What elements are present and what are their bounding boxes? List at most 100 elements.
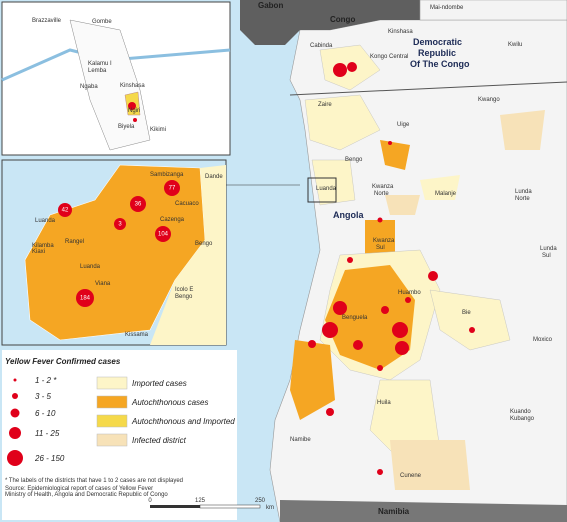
place-label: Angola bbox=[333, 210, 364, 220]
inset-label: Kinshasa bbox=[120, 83, 145, 89]
source: Ministry of Health, Angola and Democrati… bbox=[5, 492, 168, 498]
inset-label: Lemba bbox=[88, 68, 107, 74]
map-shape bbox=[395, 341, 409, 355]
map-shape bbox=[347, 62, 357, 72]
map-shape bbox=[76, 289, 94, 307]
inset-label: Kalamu I bbox=[88, 61, 112, 67]
inset-label: Icolo E bbox=[175, 287, 193, 293]
map-shape bbox=[469, 327, 475, 333]
inset-label: Biyela bbox=[118, 124, 135, 130]
scale-unit: km bbox=[266, 505, 274, 511]
map-shape bbox=[289, 81, 567, 96]
map-shape bbox=[311, 159, 356, 206]
inset-label: Brazzaville bbox=[32, 18, 62, 24]
map-shape bbox=[114, 218, 126, 230]
map-shape bbox=[500, 110, 545, 150]
map-shape bbox=[155, 226, 171, 242]
place-label: Namibia bbox=[378, 507, 410, 516]
map-shape bbox=[347, 257, 353, 263]
map-shape bbox=[307, 177, 337, 203]
place-label: Kwanza bbox=[372, 184, 394, 190]
case-count: 3 bbox=[118, 222, 122, 228]
inset-label: Kilamba bbox=[32, 243, 54, 249]
place-label: Kubango bbox=[510, 416, 535, 422]
scale-label: 125 bbox=[195, 498, 206, 504]
case-count: 36 bbox=[135, 202, 142, 208]
place-label: Lunda bbox=[515, 189, 532, 195]
place-label: Benguela bbox=[342, 315, 368, 321]
legend-label: 1 - 2 * bbox=[35, 376, 57, 385]
place-label: Huila bbox=[377, 400, 391, 406]
map-shape bbox=[240, 0, 420, 45]
inset-label: Luanda bbox=[35, 218, 56, 224]
map-shape bbox=[390, 440, 470, 490]
case-count: 42 bbox=[62, 208, 69, 214]
map-shape bbox=[130, 196, 146, 212]
inset-label: Ngiri bbox=[128, 108, 140, 114]
legend-label: 6 - 10 bbox=[35, 409, 56, 418]
place-label: Congo bbox=[330, 15, 355, 24]
place-label: Norte bbox=[515, 196, 530, 202]
place-label: Republic bbox=[418, 48, 456, 58]
map-shape bbox=[290, 340, 335, 420]
scale-bar bbox=[150, 505, 200, 508]
legend-label: Imported cases bbox=[132, 379, 187, 388]
place-label: Of The Congo bbox=[410, 59, 470, 69]
map-shape bbox=[308, 62, 475, 475]
map-shape bbox=[325, 265, 415, 370]
map-shape bbox=[133, 118, 137, 122]
map-shape bbox=[353, 340, 363, 350]
legend-circle bbox=[12, 393, 18, 399]
map-shape bbox=[308, 340, 316, 348]
map-shape bbox=[392, 322, 408, 338]
map-shape bbox=[419, 0, 567, 21]
place-label: Kinshasa bbox=[388, 29, 413, 35]
legend-label: 11 - 25 bbox=[35, 429, 60, 438]
legend-circle bbox=[7, 450, 23, 466]
map-shape bbox=[377, 217, 383, 223]
inset-label: Gombe bbox=[92, 19, 112, 25]
legend-label: 26 - 150 bbox=[34, 454, 65, 463]
inset-label: Dande bbox=[205, 174, 223, 180]
map-shape bbox=[150, 165, 226, 345]
legend-label: Autochthonous and Imported bbox=[131, 417, 235, 426]
place-label: Gabon bbox=[258, 1, 283, 10]
map-shape bbox=[377, 365, 383, 371]
map-shape bbox=[428, 271, 438, 281]
place-label: Kwilu bbox=[508, 42, 522, 48]
map-shape bbox=[333, 63, 347, 77]
map-shape bbox=[69, 19, 151, 151]
legend-label: Infected district bbox=[132, 436, 187, 445]
place-label: Kwango bbox=[478, 97, 500, 103]
scale-bar bbox=[199, 504, 261, 509]
map-shape bbox=[405, 297, 411, 303]
case-count: 184 bbox=[80, 296, 91, 302]
place-label: Mai-ndombe bbox=[430, 5, 464, 11]
place-label: Luanda bbox=[316, 186, 337, 192]
map-shape bbox=[388, 141, 392, 145]
inset-label: Luanda bbox=[80, 264, 101, 270]
inset-label: Bengo bbox=[195, 241, 213, 247]
map-shape bbox=[326, 408, 334, 416]
inset-label: Ngaba bbox=[80, 84, 98, 90]
case-count: 77 bbox=[169, 186, 176, 192]
place-label: Zaire bbox=[318, 102, 332, 108]
place-label: Cunene bbox=[400, 473, 422, 479]
legend-circle bbox=[9, 427, 21, 439]
map-shape bbox=[365, 220, 395, 255]
place-label: Cabinda bbox=[310, 43, 333, 49]
place-label: Huambo bbox=[398, 290, 421, 296]
inset-label: Bengo bbox=[175, 294, 193, 300]
place-label: Bie bbox=[462, 310, 471, 316]
inset-label: Viana bbox=[95, 281, 111, 287]
legend-label: 3 - 5 bbox=[35, 392, 52, 401]
place-label: Kwanza bbox=[373, 238, 395, 244]
place-label: Moxico bbox=[533, 337, 553, 343]
map-shape bbox=[280, 500, 567, 522]
map-shape bbox=[333, 301, 347, 315]
map-shape bbox=[304, 94, 381, 151]
map-shape bbox=[164, 180, 180, 196]
legend-swatch bbox=[96, 414, 128, 428]
place-label: Bengo bbox=[345, 157, 363, 163]
